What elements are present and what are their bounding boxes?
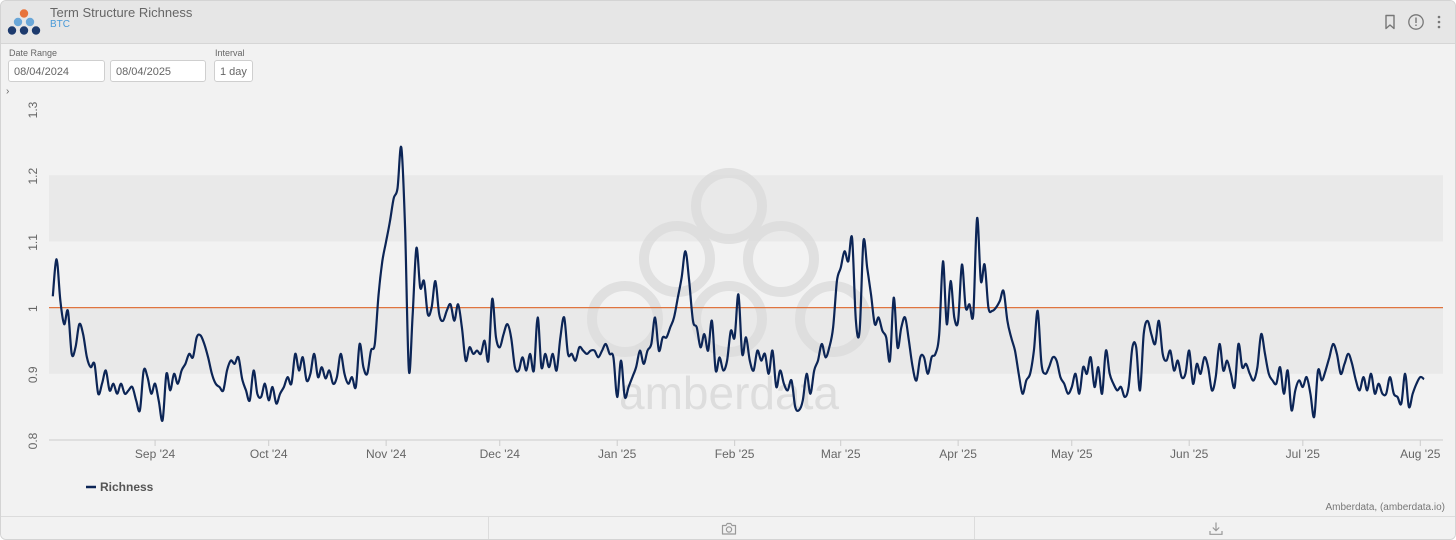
- legend-label-richness: Richness: [100, 480, 154, 494]
- x-tick-label: Feb '25: [715, 447, 755, 461]
- watermark-circle: [587, 281, 663, 357]
- watermark-circle: [639, 221, 715, 297]
- chart-controls: Date Range 08/04/2024 08/04/2025 Interva…: [1, 44, 1455, 88]
- y-tick-label: 1: [26, 305, 40, 312]
- credit-text[interactable]: Amberdata, (amberdata.io): [1325, 502, 1445, 513]
- x-tick-label: Jul '25: [1286, 447, 1321, 461]
- y-tick-label: 0.8: [26, 432, 40, 449]
- x-tick-label: Nov '24: [366, 447, 407, 461]
- x-tick-label: Apr '25: [939, 447, 977, 461]
- x-tick-label: May '25: [1051, 447, 1093, 461]
- end-date-input[interactable]: 08/04/2025: [110, 60, 206, 82]
- x-tick-label: Mar '25: [821, 447, 861, 461]
- interval-label: Interval: [215, 48, 245, 58]
- watermark-text: amberdata: [619, 367, 839, 419]
- richness-line-chart: amberdata 0.8 0.9 1 1.1 1.2 1.3 Sep '24 Oct '24 N…: [26, 101, 1443, 494]
- panel-header: Term Structure Richness BTC: [1, 1, 1455, 44]
- footer-divider-right: [974, 517, 1455, 539]
- expand-toggle[interactable]: ›: [6, 86, 10, 97]
- x-tick-label: Jan '25: [598, 447, 637, 461]
- start-date-input[interactable]: 08/04/2024: [8, 60, 105, 82]
- footer-divider-left: [488, 517, 975, 539]
- watermark-circle: [691, 168, 767, 244]
- interval-select[interactable]: 1 day: [214, 60, 253, 82]
- y-tick-label: 1.2: [26, 168, 40, 185]
- info-icon[interactable]: [1407, 13, 1425, 31]
- legend: Richness: [86, 480, 154, 494]
- x-tick-label: Aug '25: [1400, 447, 1441, 461]
- panel-title: Term Structure Richness: [50, 5, 193, 20]
- watermark-circle: [795, 281, 871, 357]
- more-icon[interactable]: [1433, 13, 1445, 31]
- y-tick-label: 1.3: [26, 101, 40, 118]
- x-tick-label: Oct '24: [250, 447, 288, 461]
- amberdata-logo-icon: [7, 9, 41, 35]
- x-tick-label: Sep '24: [135, 447, 176, 461]
- panel-footer: [1, 516, 1455, 539]
- series-line-richness: [51, 145, 1425, 423]
- bookmark-icon[interactable]: [1381, 13, 1399, 31]
- panel-subtitle: BTC: [50, 19, 70, 30]
- x-tick-label: Dec '24: [480, 447, 521, 461]
- download-icon[interactable]: [1208, 521, 1224, 536]
- y-tick-label: 1.1: [26, 234, 40, 251]
- x-tick-label: Jun '25: [1170, 447, 1209, 461]
- camera-icon[interactable]: [721, 521, 737, 536]
- watermark-circle: [743, 221, 819, 297]
- y-tick-label: 0.9: [26, 366, 40, 383]
- date-range-label: Date Range: [9, 48, 58, 58]
